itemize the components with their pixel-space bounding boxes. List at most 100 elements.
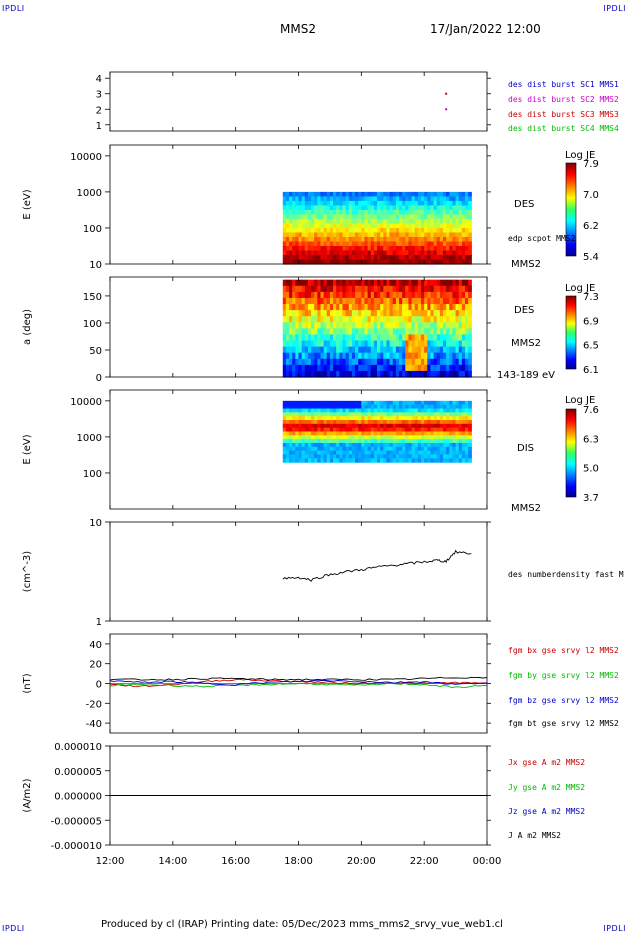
heatmap-cell xyxy=(373,427,378,433)
heatmap-cell xyxy=(458,205,463,211)
heatmap-cell xyxy=(373,209,378,216)
heatmap-cell xyxy=(361,218,366,225)
heatmap-cell xyxy=(311,435,315,440)
heatmap-cell xyxy=(468,423,472,429)
heatmap-cell xyxy=(449,404,454,410)
heatmap-cell xyxy=(446,196,450,202)
heatmap-cell xyxy=(395,408,400,413)
heatmap-cell xyxy=(326,241,331,247)
heatmap-cell xyxy=(292,316,296,323)
heatmap-cell xyxy=(361,232,366,238)
heatmap-cell xyxy=(345,412,350,417)
heatmap-cell xyxy=(461,408,466,413)
heatmap-cell xyxy=(285,250,290,256)
heatmap-cell xyxy=(298,285,303,293)
heatmap-cell xyxy=(399,340,403,348)
heatmap-cell xyxy=(285,431,290,436)
heatmap-cell xyxy=(320,370,325,378)
heatmap-cell xyxy=(289,291,293,299)
time-tick-label: 00:00 xyxy=(473,856,502,867)
heatmap-cell xyxy=(380,346,384,354)
heatmap-cell xyxy=(452,279,457,287)
heatmap-cell xyxy=(355,446,359,452)
heatmap-cell xyxy=(455,370,460,378)
heatmap-cell xyxy=(449,364,454,372)
heatmap-cell xyxy=(405,232,410,238)
heatmap-cell xyxy=(358,431,362,436)
heatmap-cell xyxy=(411,404,416,410)
heatmap-cell xyxy=(358,346,362,354)
heatmap-cell xyxy=(373,435,378,440)
heatmap-cell xyxy=(436,191,441,198)
heatmap-cell xyxy=(449,322,454,329)
heatmap-cell xyxy=(339,412,344,417)
heatmap-cell xyxy=(311,218,315,225)
heatmap-cell xyxy=(452,218,457,225)
heatmap-cell xyxy=(389,328,394,336)
heatmap-cell xyxy=(443,218,447,225)
heatmap-cell xyxy=(402,450,406,456)
heatmap-cell xyxy=(392,218,397,225)
heatmap-cell xyxy=(373,431,378,436)
heatmap-cell xyxy=(355,241,359,247)
heatmap-cell xyxy=(458,285,463,293)
heatmap-cell xyxy=(285,232,290,238)
heatmap-cell xyxy=(339,232,344,238)
heatmap-cell xyxy=(285,352,290,360)
heatmap-cell xyxy=(468,370,472,378)
heatmap-cell xyxy=(392,250,397,256)
heatmap-cell xyxy=(329,291,334,299)
heatmap-cell xyxy=(292,241,296,247)
heatmap-cell xyxy=(317,241,322,247)
heatmap-cell xyxy=(311,431,315,436)
heatmap-cell xyxy=(326,370,331,378)
heatmap-cell xyxy=(367,209,372,216)
heatmap-cell xyxy=(461,232,466,238)
heatmap-cell xyxy=(436,439,441,444)
heatmap-cell xyxy=(417,352,422,360)
heatmap-cell xyxy=(468,322,472,329)
heatmap-cell xyxy=(427,340,432,348)
heatmap-cell xyxy=(465,200,469,207)
heatmap-cell xyxy=(430,458,435,463)
heatmap-cell xyxy=(282,352,287,360)
heatmap-cell xyxy=(317,454,322,459)
heatmap-cell xyxy=(320,431,325,436)
y-tick-label: 4 xyxy=(96,74,102,85)
heatmap-cell xyxy=(364,340,369,348)
heatmap-cell xyxy=(399,250,403,256)
heatmap-cell xyxy=(380,250,384,256)
heatmap-cell xyxy=(323,400,328,406)
heatmap-cell xyxy=(314,241,318,247)
heatmap-cell xyxy=(361,245,366,252)
heatmap-cell xyxy=(311,352,315,360)
heatmap-cell xyxy=(465,450,469,456)
heatmap-cell xyxy=(298,250,303,256)
heatmap-cell xyxy=(408,427,413,433)
heatmap-cell xyxy=(361,250,366,256)
heatmap-cell xyxy=(336,279,340,287)
heatmap-cell xyxy=(355,232,359,238)
heatmap-cell xyxy=(326,236,331,243)
heatmap-cell xyxy=(436,400,441,406)
heatmap-cell xyxy=(436,358,441,366)
heatmap-cell xyxy=(301,227,306,234)
heatmap-cell xyxy=(405,285,410,293)
heatmap-cell xyxy=(339,196,344,202)
heatmap-cell xyxy=(402,446,406,452)
heatmap-cell xyxy=(367,412,372,417)
heatmap-cell xyxy=(355,254,359,261)
heatmap-cell xyxy=(395,205,400,211)
heatmap-cell xyxy=(323,458,328,463)
heatmap-cell xyxy=(314,427,318,433)
heatmap-cell xyxy=(311,250,315,256)
heatmap-cell xyxy=(439,232,444,238)
heatmap-cell xyxy=(307,236,312,243)
heatmap-cell xyxy=(282,328,287,336)
heatmap-cell xyxy=(446,446,450,452)
heatmap-cell xyxy=(333,328,337,336)
heatmap-cell xyxy=(295,446,300,452)
heatmap-cell xyxy=(292,431,296,436)
heatmap-cell xyxy=(348,279,353,287)
heatmap-cell xyxy=(402,416,406,421)
